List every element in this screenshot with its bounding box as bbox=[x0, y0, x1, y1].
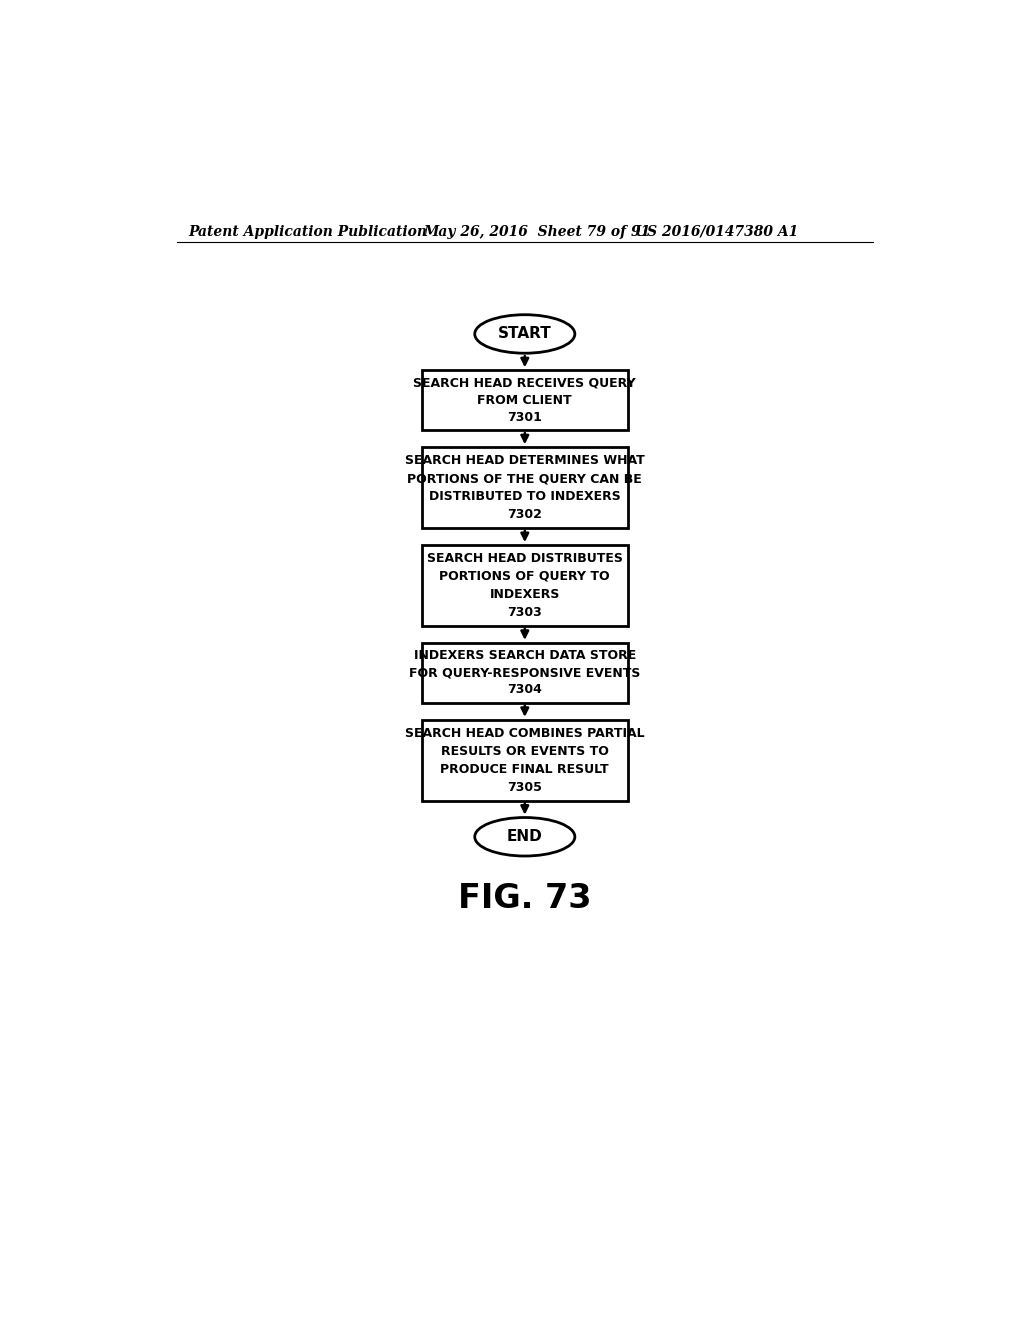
Text: END: END bbox=[507, 829, 543, 845]
Text: 7302: 7302 bbox=[507, 508, 543, 521]
Text: May 26, 2016  Sheet 79 of 91: May 26, 2016 Sheet 79 of 91 bbox=[423, 224, 650, 239]
Text: START: START bbox=[498, 326, 552, 342]
Text: 7301: 7301 bbox=[507, 411, 543, 424]
Text: 7303: 7303 bbox=[508, 606, 542, 619]
Text: PORTIONS OF THE QUERY CAN BE: PORTIONS OF THE QUERY CAN BE bbox=[408, 473, 642, 484]
Text: RESULTS OR EVENTS TO: RESULTS OR EVENTS TO bbox=[441, 744, 608, 758]
Text: FOR QUERY-RESPONSIVE EVENTS: FOR QUERY-RESPONSIVE EVENTS bbox=[410, 667, 640, 680]
Text: SEARCH HEAD COMBINES PARTIAL: SEARCH HEAD COMBINES PARTIAL bbox=[404, 727, 645, 739]
Text: FROM CLIENT: FROM CLIENT bbox=[477, 393, 572, 407]
Text: PRODUCE FINAL RESULT: PRODUCE FINAL RESULT bbox=[440, 763, 609, 776]
Text: SEARCH HEAD DETERMINES WHAT: SEARCH HEAD DETERMINES WHAT bbox=[404, 454, 645, 467]
Text: SEARCH HEAD DISTRIBUTES: SEARCH HEAD DISTRIBUTES bbox=[427, 552, 623, 565]
Text: INDEXERS: INDEXERS bbox=[489, 587, 560, 601]
Text: US 2016/0147380 A1: US 2016/0147380 A1 bbox=[635, 224, 798, 239]
Text: 7305: 7305 bbox=[507, 780, 543, 793]
Text: 7304: 7304 bbox=[507, 684, 543, 697]
Text: FIG. 73: FIG. 73 bbox=[458, 882, 592, 915]
Text: DISTRIBUTED TO INDEXERS: DISTRIBUTED TO INDEXERS bbox=[429, 490, 621, 503]
Text: SEARCH HEAD RECEIVES QUERY: SEARCH HEAD RECEIVES QUERY bbox=[414, 376, 636, 389]
Text: Patent Application Publication: Patent Application Publication bbox=[188, 224, 427, 239]
Text: INDEXERS SEARCH DATA STORE: INDEXERS SEARCH DATA STORE bbox=[414, 649, 636, 663]
Text: PORTIONS OF QUERY TO: PORTIONS OF QUERY TO bbox=[439, 570, 610, 583]
